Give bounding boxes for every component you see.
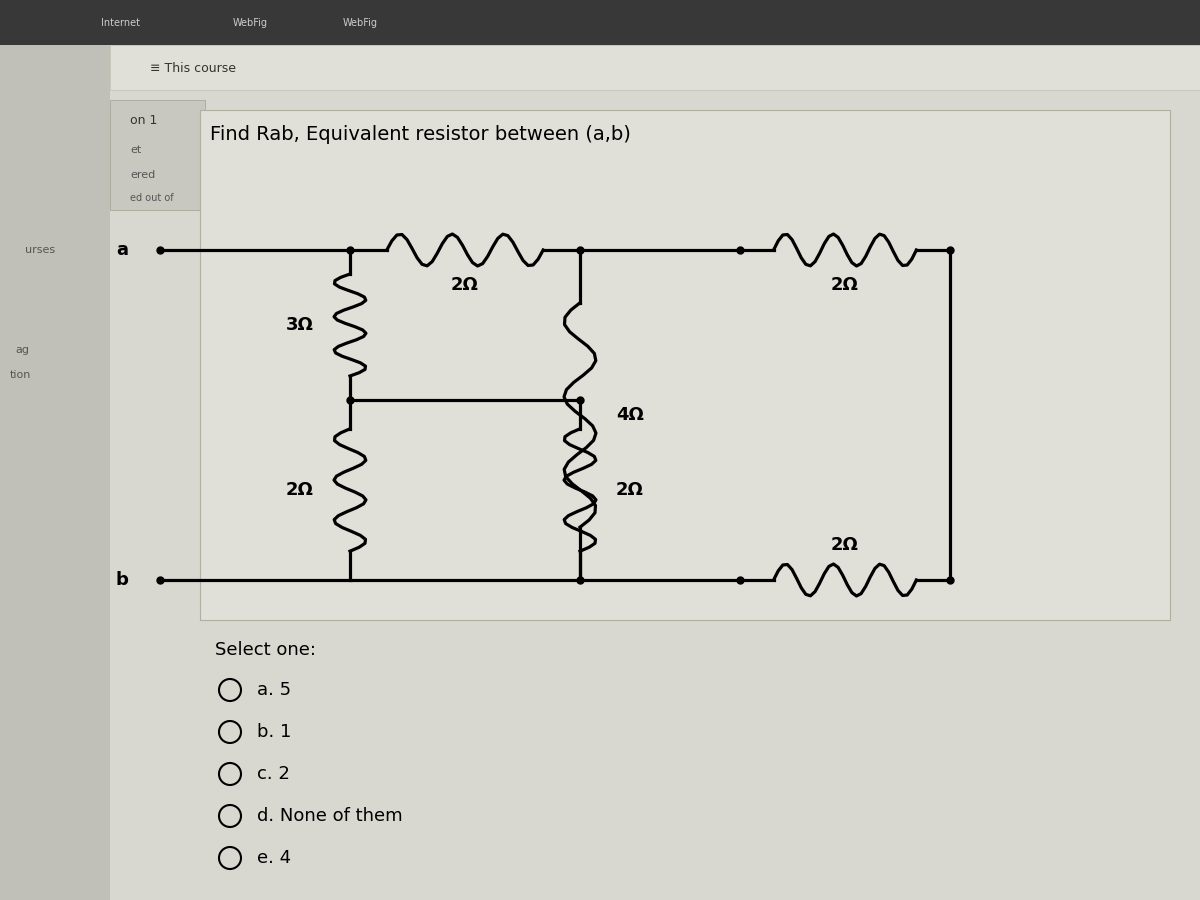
Text: ed out of: ed out of <box>130 193 174 203</box>
Text: 4Ω: 4Ω <box>616 406 644 424</box>
Text: a. 5: a. 5 <box>257 681 292 699</box>
Text: b. 1: b. 1 <box>257 723 292 741</box>
Text: et: et <box>130 145 142 155</box>
Text: b: b <box>115 571 128 589</box>
Text: on 1: on 1 <box>130 113 157 127</box>
Text: 2Ω: 2Ω <box>451 276 479 294</box>
Text: d. None of them: d. None of them <box>257 807 403 825</box>
FancyBboxPatch shape <box>0 0 1200 45</box>
Text: Internet: Internet <box>101 18 139 28</box>
Text: 2Ω: 2Ω <box>832 536 859 554</box>
Text: WebFig: WebFig <box>342 18 378 28</box>
Text: a: a <box>116 241 128 259</box>
Text: c. 2: c. 2 <box>257 765 290 783</box>
FancyBboxPatch shape <box>200 110 1170 620</box>
Text: 2Ω: 2Ω <box>832 276 859 294</box>
Text: WebFig: WebFig <box>233 18 268 28</box>
Text: 2Ω: 2Ω <box>286 481 314 499</box>
Text: e. 4: e. 4 <box>257 849 292 867</box>
Text: 3Ω: 3Ω <box>286 316 314 334</box>
FancyBboxPatch shape <box>110 45 1200 90</box>
FancyBboxPatch shape <box>0 45 110 900</box>
Text: ≡ This course: ≡ This course <box>150 61 236 75</box>
Text: Select one:: Select one: <box>215 641 316 659</box>
FancyBboxPatch shape <box>110 45 1200 900</box>
Text: Find Rab, Equivalent resistor between (a,b): Find Rab, Equivalent resistor between (a… <box>210 125 631 145</box>
Text: ag: ag <box>14 345 29 355</box>
Text: urses: urses <box>25 245 55 255</box>
FancyBboxPatch shape <box>110 100 205 210</box>
Text: ered: ered <box>130 170 155 180</box>
Text: tion: tion <box>10 370 31 380</box>
Text: 2Ω: 2Ω <box>616 481 644 499</box>
